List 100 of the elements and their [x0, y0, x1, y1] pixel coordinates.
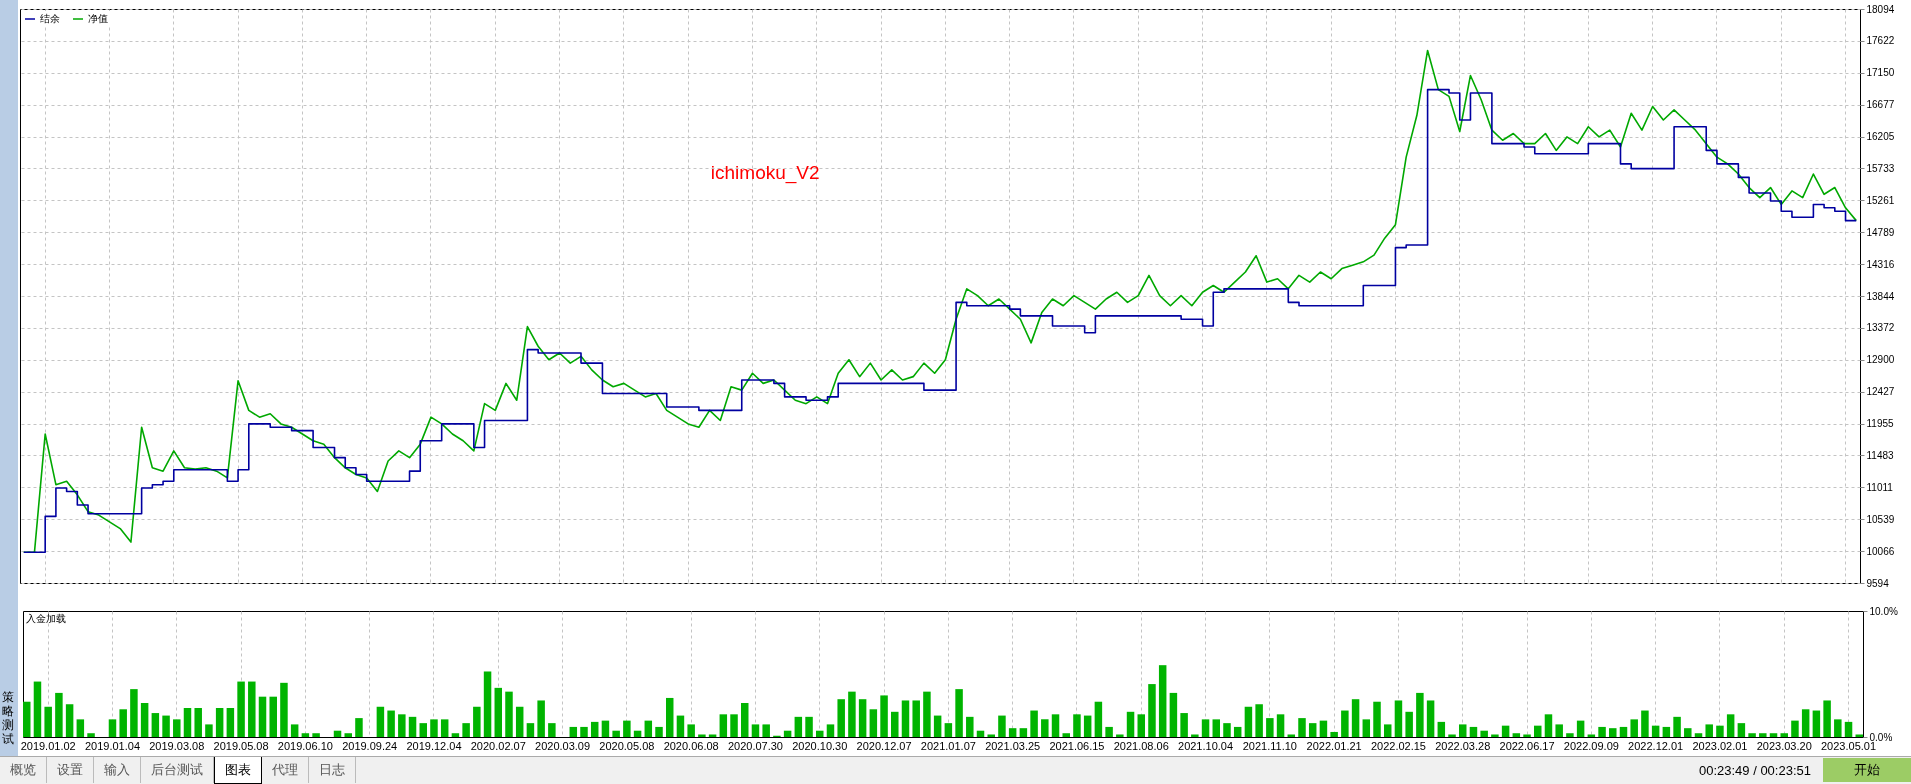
y-tick-label: 18094 [1866, 3, 1895, 15]
x-tick-label: 2019.03.08 [149, 739, 205, 752]
text: 输入 [94, 757, 141, 783]
y-tick-label: 14789 [1866, 226, 1895, 238]
y-tick-label: 12427 [1866, 386, 1895, 398]
x-tick-label: 2022.06.17 [1499, 739, 1555, 752]
bar [1405, 711, 1413, 737]
x-tick-label: 2021.01.07 [920, 739, 976, 752]
bar [1073, 714, 1081, 737]
bar [1362, 719, 1371, 737]
y-tick-label: 15733 [1866, 162, 1895, 174]
y-tick-label: 10539 [1866, 513, 1895, 525]
bar [1351, 699, 1360, 737]
bar [1759, 733, 1767, 737]
bar [1330, 731, 1338, 737]
bar [1812, 710, 1821, 737]
bar [858, 699, 867, 737]
bar [730, 714, 738, 737]
bar [451, 733, 460, 737]
text: 00:23:49 / 00:23:51 [1698, 763, 1811, 778]
bar [1726, 714, 1735, 737]
bar [1373, 701, 1381, 737]
bar [751, 724, 760, 737]
bar [955, 689, 963, 737]
bar [1019, 728, 1028, 737]
legend-label: 净值 [88, 13, 108, 24]
x-tick-label: 2022.01.21 [1306, 739, 1362, 752]
bar [1298, 718, 1306, 737]
bar [344, 733, 352, 737]
bar [387, 710, 395, 737]
bar [869, 709, 878, 737]
bar [612, 730, 620, 737]
bar [162, 715, 170, 737]
bar [237, 681, 245, 737]
bar [1684, 728, 1692, 737]
bar [944, 723, 953, 737]
bar [248, 681, 256, 737]
text: 策略测试 [2, 690, 15, 746]
text: 概览 [0, 757, 47, 783]
x-tick-label: 2023.03.20 [1756, 739, 1812, 752]
x-tick-label: 2021.08.06 [1113, 739, 1169, 752]
text: 日志 [309, 757, 356, 783]
bar [483, 671, 492, 737]
bar [1555, 724, 1563, 737]
bar [1341, 710, 1349, 737]
bar [526, 723, 535, 737]
x-tick-label: 2021.03.25 [985, 739, 1041, 752]
bar [1566, 733, 1574, 737]
bar [1394, 700, 1403, 737]
bar [1126, 711, 1135, 737]
x-tick-label: 2022.02.15 [1370, 739, 1426, 752]
x-tick-label: 2019.09.24 [342, 739, 398, 752]
y-tick-label: 14316 [1866, 258, 1895, 270]
bar [548, 723, 556, 737]
bar [140, 702, 149, 737]
bar [655, 726, 663, 737]
bar [1855, 734, 1863, 737]
bar [1148, 684, 1156, 737]
bar [987, 734, 995, 737]
bar [376, 706, 385, 737]
bar [537, 700, 545, 737]
bar [590, 721, 599, 737]
y-tick-label: 11483 [1866, 449, 1894, 461]
y-tick-label: 11955 [1866, 418, 1894, 430]
bar [665, 697, 674, 737]
bar [826, 724, 835, 737]
bar [173, 719, 181, 737]
y-tick-label: 16677 [1866, 99, 1895, 111]
bar [1383, 724, 1392, 737]
x-tick-label: 2019.12.04 [406, 739, 462, 752]
bar [1158, 665, 1167, 737]
bar [1458, 724, 1467, 737]
bar [1673, 716, 1681, 737]
bar [1780, 733, 1788, 737]
bar [1641, 710, 1649, 737]
bar [1737, 723, 1746, 737]
bar [1287, 734, 1296, 737]
text: 开始 [1823, 758, 1911, 782]
bar [1791, 720, 1799, 737]
x-tick-label: 2020.06.08 [663, 739, 719, 752]
bar [1609, 728, 1617, 737]
bar [269, 696, 277, 737]
bar [440, 719, 449, 737]
bar [119, 709, 127, 737]
x-tick-label: 2019.01.04 [84, 739, 141, 752]
bar [1201, 719, 1210, 737]
bar [1416, 692, 1424, 737]
y-tick-label: 10.0% [1869, 605, 1898, 617]
bar [708, 734, 717, 737]
x-tick-label: 2020.03.09 [535, 739, 591, 752]
bar [1008, 728, 1017, 737]
x-tick-label: 2021.06.15 [1049, 739, 1105, 752]
bar [258, 696, 267, 737]
bar [687, 724, 695, 737]
bar [891, 711, 899, 737]
bar [280, 682, 288, 737]
bar [1523, 734, 1531, 737]
bar [23, 701, 31, 737]
bar [301, 733, 310, 737]
bar [1030, 710, 1038, 737]
